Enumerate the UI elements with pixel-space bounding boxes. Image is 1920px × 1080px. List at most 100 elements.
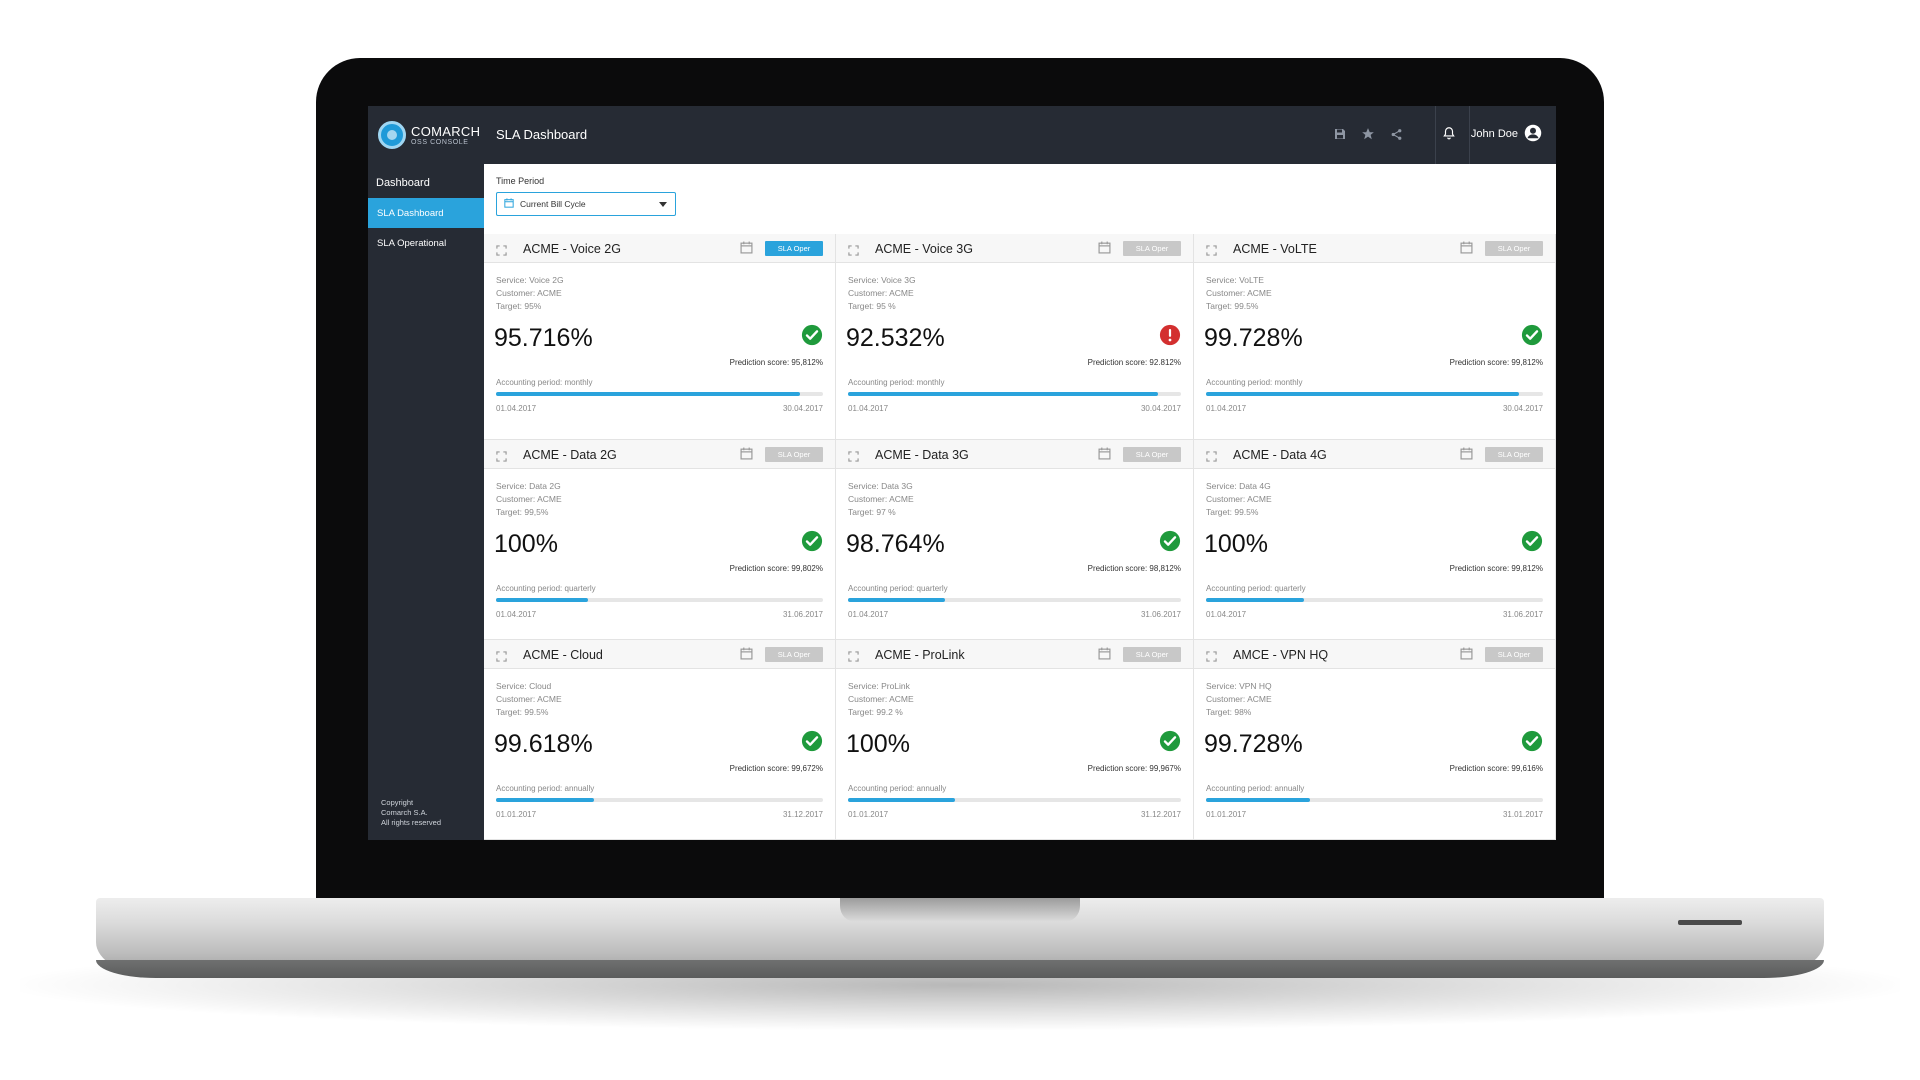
expand-icon[interactable] [848, 449, 859, 462]
calendar-icon[interactable] [1098, 241, 1111, 254]
calendar-icon[interactable] [1098, 447, 1111, 460]
accounting-period: Accounting period: monthly [848, 378, 945, 387]
period-progress-bar [1206, 798, 1543, 802]
calendar-icon[interactable] [1098, 647, 1111, 660]
sla-value: 92.532% [846, 324, 945, 352]
customer-label: Customer: ACME [496, 494, 562, 504]
sla-oper-badge[interactable]: SLA Oper [765, 447, 823, 462]
sla-card[interactable]: ACME - Data 2G SLA Oper Service: Data 2G… [484, 440, 836, 640]
sidebar-item-sla-dashboard[interactable]: SLA Dashboard [368, 198, 484, 228]
card-header: ACME - Data 4G SLA Oper [1194, 440, 1555, 469]
target-label: Target: 99.5% [1206, 507, 1259, 517]
sla-oper-badge[interactable]: SLA Oper [1123, 447, 1181, 462]
period-start-date: 01.04.2017 [496, 610, 537, 619]
calendar-icon[interactable] [740, 447, 753, 460]
accounting-period: Accounting period: annually [1206, 784, 1305, 793]
service-label: Service: Data 3G [848, 481, 913, 491]
period-progress-fill [848, 798, 955, 802]
card-meta: Service: Data 4G Customer: ACME Target: … [1206, 480, 1272, 519]
calendar-icon[interactable] [740, 241, 753, 254]
laptop-notch [840, 898, 1080, 922]
sla-card[interactable]: ACME - Data 3G SLA Oper Service: Data 3G… [836, 440, 1194, 640]
bell-icon[interactable] [1442, 126, 1458, 142]
logo[interactable]: COMARCH OSS CONSOLE [378, 118, 488, 152]
user-name[interactable]: John Doe [1470, 128, 1518, 140]
period-end-date: 31.06.2017 [1502, 610, 1543, 619]
sla-oper-badge[interactable]: SLA Oper [765, 647, 823, 662]
period-progress-bar [496, 392, 823, 396]
service-label: Service: VPN HQ [1206, 681, 1272, 691]
period-start-date: 01.04.2017 [496, 404, 537, 413]
customer-label: Customer: ACME [848, 694, 914, 704]
period-start-date: 01.01.2017 [496, 810, 537, 819]
save-icon[interactable] [1332, 126, 1348, 142]
card-title: ACME - Data 3G [875, 448, 969, 462]
copyright-line: Copyright [381, 798, 414, 807]
sla-value: 99.618% [494, 730, 593, 758]
expand-icon[interactable] [848, 243, 859, 256]
period-progress-bar [496, 598, 823, 602]
sla-oper-badge[interactable]: SLA Oper [1485, 647, 1543, 662]
logo-line1: COMARCH [411, 123, 481, 139]
star-icon[interactable] [1360, 126, 1376, 142]
service-label: Service: Data 4G [1206, 481, 1271, 491]
sla-card[interactable]: AMCE - VPN HQ SLA Oper Service: VPN HQ C… [1194, 640, 1556, 840]
share-icon[interactable] [1388, 126, 1404, 142]
accounting-period: Accounting period: quarterly [848, 584, 948, 593]
expand-icon[interactable] [1206, 243, 1217, 256]
expand-icon[interactable] [848, 649, 859, 662]
card-header: ACME - Voice 3G SLA Oper [836, 234, 1193, 263]
sla-card[interactable]: ACME - Cloud SLA Oper Service: Cloud Cus… [484, 640, 836, 840]
sla-oper-badge[interactable]: SLA Oper [1485, 241, 1543, 256]
period-progress-fill [848, 598, 945, 602]
sla-card[interactable]: ACME - Voice 3G SLA Oper Service: Voice … [836, 234, 1194, 440]
logo-text: COMARCH OSS CONSOLE [411, 125, 480, 146]
calendar-icon [504, 198, 514, 210]
card-title: ACME - ProLink [875, 648, 965, 662]
sidebar: Dashboard SLA Dashboard SLA Operational … [368, 164, 484, 840]
sidebar-heading[interactable]: Dashboard [376, 177, 430, 189]
period-end-date: 31.12.2017 [782, 810, 823, 819]
period-end-date: 31.06.2017 [1140, 610, 1181, 619]
period-end-date: 31.01.2017 [1502, 810, 1543, 819]
sla-oper-badge[interactable]: SLA Oper [1123, 647, 1181, 662]
prediction-score: Prediction score: 99,672% [729, 764, 823, 773]
card-meta: Service: ProLink Customer: ACME Target: … [848, 680, 914, 719]
accounting-period: Accounting period: quarterly [1206, 584, 1306, 593]
expand-icon[interactable] [1206, 649, 1217, 662]
calendar-icon[interactable] [1460, 447, 1473, 460]
sla-oper-badge[interactable]: SLA Oper [765, 241, 823, 256]
calendar-icon[interactable] [1460, 647, 1473, 660]
sidebar-item-label: SLA Dashboard [377, 207, 444, 219]
expand-icon[interactable] [496, 649, 507, 662]
target-label: Target: 98% [1206, 707, 1252, 717]
time-period-select[interactable]: Current Bill Cycle [496, 192, 676, 216]
sla-oper-badge[interactable]: SLA Oper [1123, 241, 1181, 256]
expand-icon[interactable] [496, 243, 507, 256]
card-meta: Service: Data 2G Customer: ACME Target: … [496, 480, 562, 519]
period-progress-bar [1206, 392, 1543, 396]
sla-card[interactable]: ACME - VoLTE SLA Oper Service: VoLTE Cus… [1194, 234, 1556, 440]
period-progress-bar [496, 798, 823, 802]
service-label: Service: Data 2G [496, 481, 561, 491]
sla-card[interactable]: ACME - Data 4G SLA Oper Service: Data 4G… [1194, 440, 1556, 640]
service-label: Service: ProLink [848, 681, 910, 691]
prediction-score: Prediction score: 95,812% [729, 358, 823, 367]
sidebar-item-sla-operational[interactable]: SLA Operational [368, 228, 484, 258]
expand-icon[interactable] [1206, 449, 1217, 462]
prediction-score: Prediction score: 99,802% [729, 564, 823, 573]
main-content: Time Period Current Bill Cycle ACME - Vo… [484, 164, 1556, 840]
period-progress-fill [496, 598, 588, 602]
sla-value: 100% [1204, 530, 1268, 558]
period-progress-bar [848, 798, 1181, 802]
sla-oper-badge[interactable]: SLA Oper [1485, 447, 1543, 462]
sla-card[interactable]: ACME - ProLink SLA Oper Service: ProLink… [836, 640, 1194, 840]
service-label: Service: Voice 2G [496, 275, 564, 285]
period-progress-fill [1206, 598, 1304, 602]
user-avatar-icon[interactable] [1524, 124, 1542, 142]
expand-icon[interactable] [496, 449, 507, 462]
prediction-score: Prediction score: 98,812% [1087, 564, 1181, 573]
calendar-icon[interactable] [1460, 241, 1473, 254]
sla-card[interactable]: ACME - Voice 2G SLA Oper Service: Voice … [484, 234, 836, 440]
calendar-icon[interactable] [740, 647, 753, 660]
